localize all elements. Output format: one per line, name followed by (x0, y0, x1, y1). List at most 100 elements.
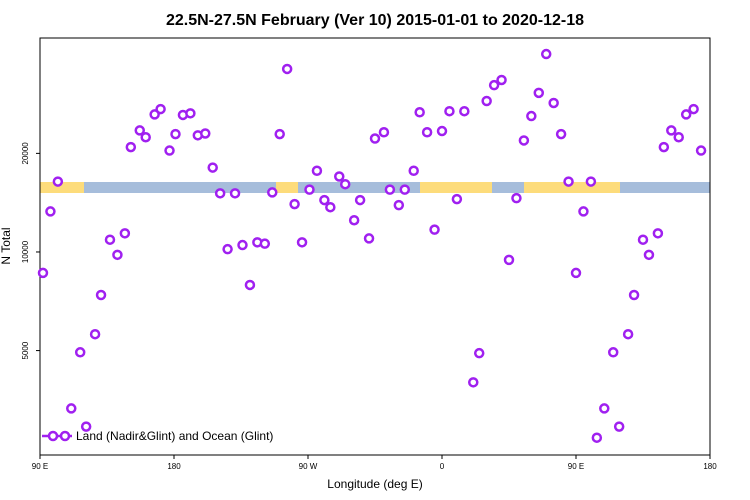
data-point (622, 328, 634, 340)
data-point (688, 103, 699, 115)
x-tick-label: 0 (440, 462, 445, 471)
data-point (222, 243, 233, 255)
data-point (399, 184, 411, 195)
data-point (363, 233, 375, 244)
data-point (436, 125, 448, 137)
land-band (276, 182, 298, 193)
data-point (680, 109, 692, 120)
data-point (125, 141, 137, 153)
data-point (354, 194, 366, 206)
x-tick-label: 90 W (299, 462, 318, 471)
data-point (319, 194, 330, 206)
legend-label: Land (Nadir&Glint) and Ocean (Glint) (76, 429, 273, 443)
data-point (591, 432, 603, 443)
data-point (95, 289, 107, 301)
data-point (585, 176, 597, 187)
data-point (259, 238, 271, 249)
data-point (89, 328, 101, 340)
land-band (420, 182, 492, 193)
data-point (488, 79, 500, 91)
legend: Land (Nadir&Glint) and Ocean (Glint) (42, 429, 273, 443)
x-tick-label: 90 E (568, 462, 584, 471)
data-point (468, 377, 479, 388)
data-point (666, 125, 677, 136)
data-point (281, 63, 293, 75)
data-point (384, 184, 396, 195)
y-axis-label: N Total (0, 227, 13, 264)
data-point (652, 228, 664, 239)
y-tick-label: 5000 (21, 341, 30, 359)
data-point (304, 184, 315, 195)
x-axis-label: Longitude (deg E) (327, 477, 422, 491)
data-point (393, 199, 405, 211)
data-point (311, 165, 323, 176)
data-point (658, 141, 670, 153)
data-point (578, 206, 589, 217)
data-point (112, 249, 123, 261)
data-point (563, 176, 574, 187)
legend-marker (59, 430, 71, 442)
land-band (524, 182, 620, 193)
data-point (339, 178, 351, 190)
data-point (289, 198, 300, 210)
data-point (451, 193, 463, 205)
y-tick-label: 20000 (21, 142, 30, 165)
data-point (104, 234, 116, 245)
data-point (325, 201, 336, 213)
data-point (378, 127, 390, 138)
data-point (503, 254, 515, 266)
data-point (414, 107, 425, 118)
data-point (408, 165, 419, 176)
data-point (45, 206, 56, 217)
data-point (237, 239, 248, 251)
data-point (274, 128, 285, 140)
data-point (164, 145, 175, 156)
data-point (207, 162, 218, 173)
data-point (511, 192, 522, 204)
data-point (140, 131, 151, 143)
data-point (607, 347, 619, 358)
plot-frame (39, 37, 711, 456)
data-point (628, 289, 640, 301)
data-point (369, 133, 381, 144)
data-point (643, 249, 655, 261)
data-point (296, 237, 308, 248)
data-point (66, 403, 77, 414)
data-point (613, 421, 625, 432)
data-point (244, 279, 256, 291)
chart-title: 22.5N-27.5N February (Ver 10) 2015-01-01… (166, 12, 584, 29)
x-tick-label: 180 (703, 462, 717, 471)
y-tick-label: 10000 (21, 240, 30, 263)
data-point (526, 110, 537, 122)
data-point (481, 95, 492, 107)
data-point (80, 421, 92, 432)
land-band (40, 182, 84, 193)
data-point (334, 171, 345, 182)
data-point (444, 105, 455, 117)
data-point (134, 125, 146, 136)
data-point (473, 347, 485, 359)
data-point (119, 228, 131, 239)
data-point (214, 188, 226, 199)
data-point (548, 97, 559, 109)
data-point (518, 135, 530, 146)
x-tick-label: 180 (167, 462, 181, 471)
data-point (599, 403, 610, 414)
data-point (200, 128, 211, 139)
legend-marker (47, 430, 59, 442)
data-point (74, 347, 86, 358)
data-point (673, 131, 684, 143)
data-point (459, 105, 470, 117)
data-point (570, 267, 582, 279)
data-point (429, 224, 440, 235)
data-point (421, 127, 433, 138)
data-point (348, 214, 360, 226)
data-point (185, 108, 196, 119)
data-point (267, 187, 278, 198)
map-strip (40, 182, 710, 193)
x-tick-label: 90 E (32, 462, 48, 471)
data-point (496, 74, 507, 86)
data-point (637, 234, 649, 245)
data-point (52, 176, 64, 187)
